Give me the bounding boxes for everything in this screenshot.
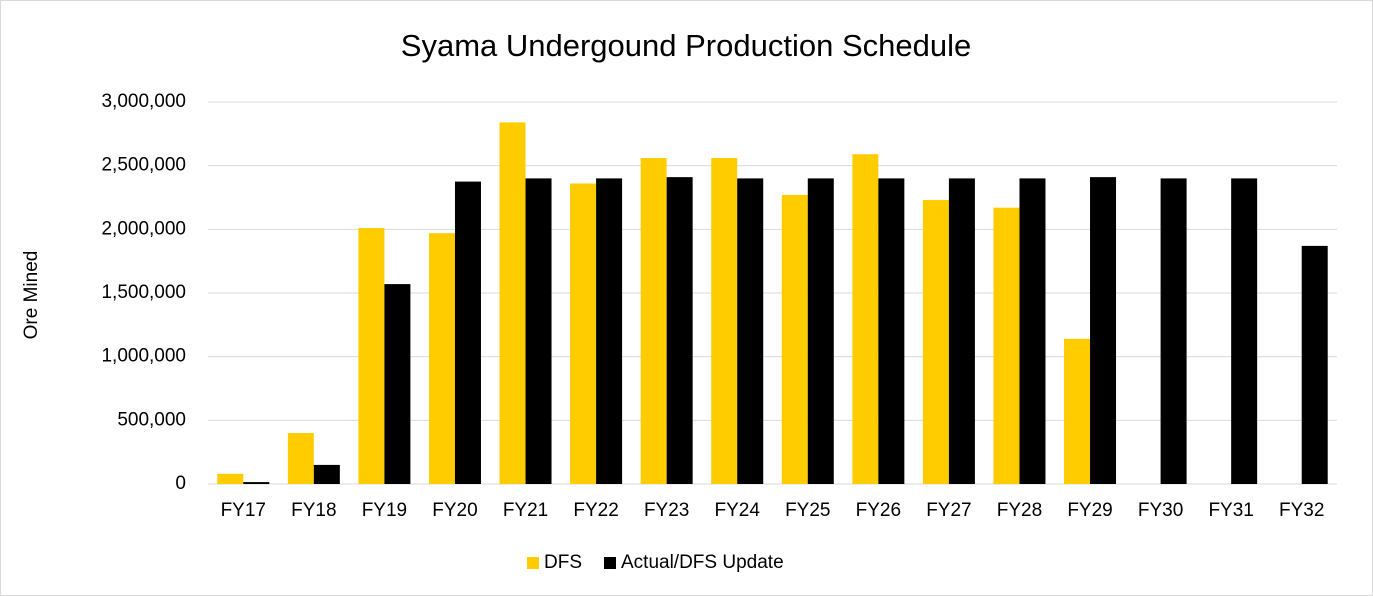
bar xyxy=(737,178,764,484)
bar xyxy=(217,473,244,484)
legend-swatch xyxy=(527,557,539,569)
bar xyxy=(596,178,623,484)
y-axis-title: Ore Mined xyxy=(21,251,42,340)
x-tick-label: FY27 xyxy=(926,500,971,521)
x-tick-label: FY25 xyxy=(785,500,830,521)
bar xyxy=(1064,338,1091,484)
legend-swatch xyxy=(604,557,616,569)
y-tick-label: 2,500,000 xyxy=(101,155,186,176)
legend-label: DFS xyxy=(544,552,582,573)
legend-label: Actual/DFS Update xyxy=(621,552,784,573)
x-tick-label: FY31 xyxy=(1208,500,1253,521)
x-tick-label: FY18 xyxy=(291,500,336,521)
x-tick-label: FY17 xyxy=(221,500,266,521)
x-tick-label: FY22 xyxy=(573,500,618,521)
bar xyxy=(358,228,385,484)
bar xyxy=(666,177,693,485)
bar xyxy=(948,178,975,484)
y-tick-label: 3,000,000 xyxy=(101,91,186,112)
y-tick-label: 1,000,000 xyxy=(101,346,186,367)
bar xyxy=(781,194,808,484)
bar xyxy=(1231,178,1258,484)
bar xyxy=(313,464,340,484)
bar xyxy=(1090,177,1117,485)
x-tick-label: FY21 xyxy=(503,500,548,521)
x-tick-label: FY19 xyxy=(362,500,407,521)
x-tick-label: FY32 xyxy=(1279,500,1324,521)
bar xyxy=(499,122,526,484)
bar xyxy=(243,482,270,484)
bar xyxy=(807,178,834,484)
chart-title: Syama Undergound Production Schedule xyxy=(401,28,971,63)
bar xyxy=(1301,245,1328,484)
x-tick-label: FY29 xyxy=(1067,500,1112,521)
bar xyxy=(878,178,905,484)
x-tick-label: FY26 xyxy=(856,500,901,521)
bar xyxy=(287,433,314,484)
x-tick-label: FY30 xyxy=(1138,500,1183,521)
bar xyxy=(384,284,411,484)
bar xyxy=(1160,178,1187,484)
y-tick-label: 500,000 xyxy=(117,409,186,430)
bar xyxy=(922,200,949,484)
bar xyxy=(640,158,667,484)
y-tick-label: 1,500,000 xyxy=(101,282,186,303)
bar xyxy=(993,207,1020,485)
x-tick-label: FY24 xyxy=(715,500,761,521)
bar xyxy=(1019,178,1046,484)
bar xyxy=(852,154,879,484)
x-tick-label: FY20 xyxy=(432,500,477,521)
bar xyxy=(454,181,481,485)
bar xyxy=(428,233,455,484)
y-tick-label: 2,000,000 xyxy=(101,218,186,239)
x-tick-label: FY23 xyxy=(644,500,689,521)
bar xyxy=(711,158,738,484)
y-tick-label: 0 xyxy=(175,473,186,494)
bar xyxy=(570,183,597,484)
bar xyxy=(525,178,552,484)
x-tick-label: FY28 xyxy=(997,500,1042,521)
